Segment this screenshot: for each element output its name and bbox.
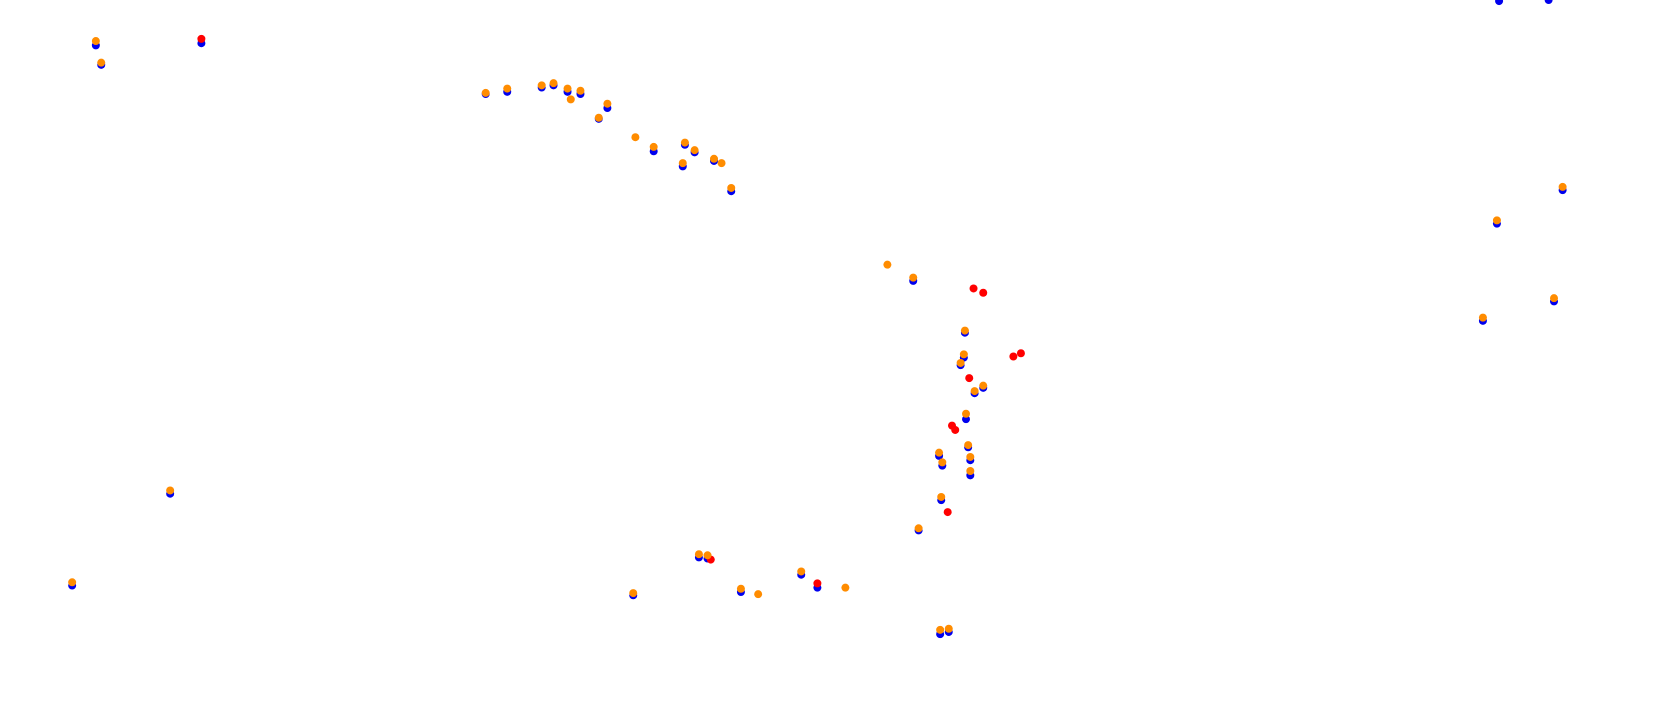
point [979, 288, 988, 297]
point [962, 409, 970, 418]
point [969, 284, 978, 293]
point [563, 84, 572, 93]
point [936, 625, 945, 634]
point [566, 95, 575, 104]
point [1009, 352, 1018, 361]
point [549, 79, 558, 88]
point [631, 133, 640, 142]
point [970, 387, 979, 396]
point [727, 183, 736, 192]
point [1492, 216, 1501, 225]
point [937, 492, 946, 501]
point [797, 567, 806, 576]
point [649, 142, 658, 151]
point [481, 88, 490, 97]
point [966, 452, 975, 461]
point [603, 99, 612, 108]
point [956, 358, 965, 367]
point [680, 138, 689, 147]
point [97, 58, 106, 67]
point [935, 448, 944, 457]
point [1495, 0, 1504, 6]
point [703, 551, 712, 560]
point [1550, 294, 1558, 303]
point [68, 578, 77, 587]
point [754, 590, 763, 599]
point [938, 458, 947, 467]
point [736, 584, 745, 593]
point [959, 350, 968, 359]
point [909, 273, 918, 282]
point [813, 579, 822, 588]
point [166, 486, 175, 495]
point [594, 113, 603, 122]
point [1016, 349, 1025, 358]
point [629, 589, 638, 598]
point [960, 326, 969, 335]
point [503, 84, 512, 93]
point [678, 159, 687, 168]
point [690, 146, 699, 155]
point [964, 441, 973, 450]
point [91, 37, 100, 46]
point [1544, 0, 1553, 4]
point [979, 381, 988, 390]
point [883, 260, 892, 269]
point [717, 159, 726, 168]
point [966, 467, 975, 476]
point [1558, 182, 1567, 191]
point [576, 86, 585, 95]
point [944, 624, 953, 633]
point [914, 524, 923, 533]
point [694, 550, 703, 559]
point [710, 154, 718, 163]
point [943, 508, 952, 517]
point [951, 425, 960, 434]
point [1478, 313, 1487, 322]
point [841, 583, 850, 592]
point [537, 81, 546, 90]
point [965, 374, 974, 383]
point [197, 34, 206, 43]
